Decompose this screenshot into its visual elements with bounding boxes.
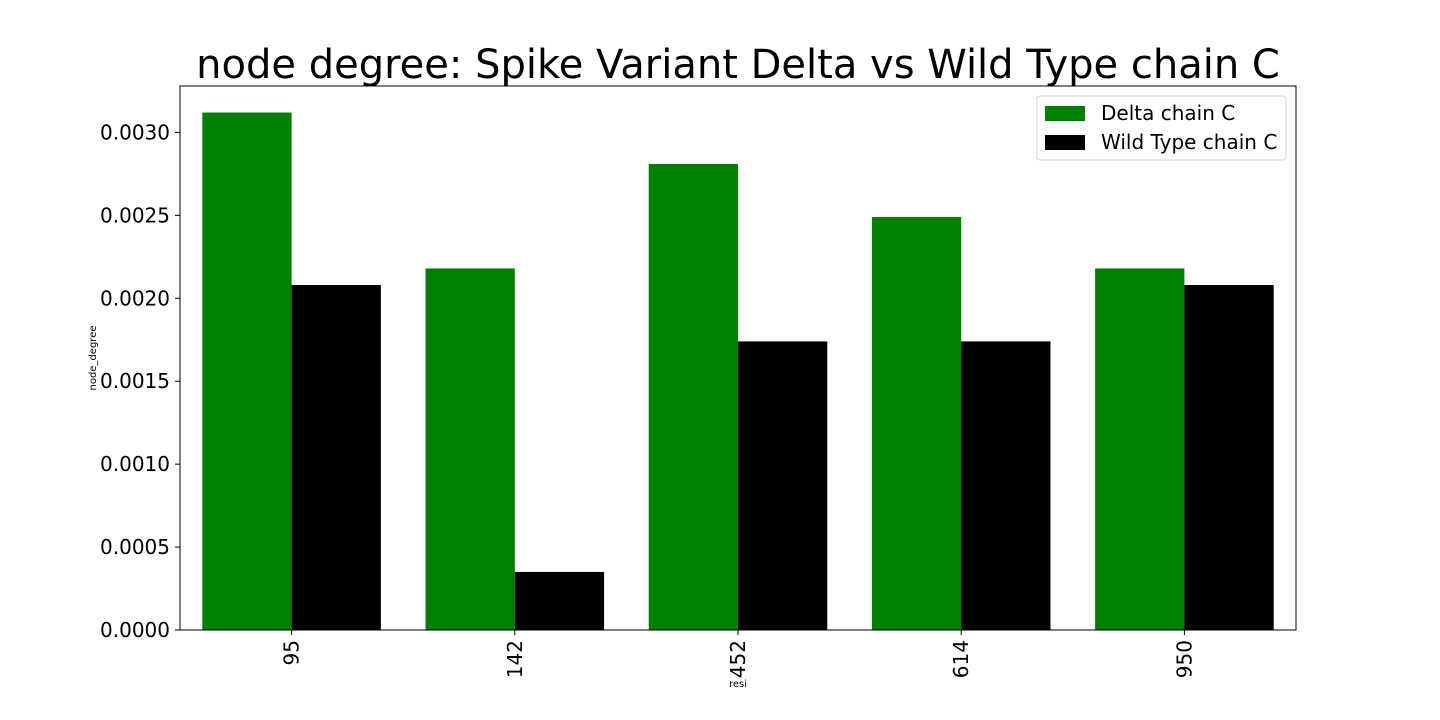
bar-wild-type-142: [514, 571, 605, 630]
legend-swatch: [1045, 106, 1085, 121]
legend-swatch: [1045, 135, 1085, 150]
bar-wild-type-452: [738, 341, 828, 630]
y-tick-label: 0.0005: [100, 535, 170, 559]
legend-label: Wild Type chain C: [1101, 130, 1277, 154]
x-tick-label: 95: [280, 640, 304, 665]
x-axis-label: resi: [729, 679, 747, 690]
legend: Delta chain C Wild Type chain C: [1036, 95, 1287, 161]
x-tick-label: 452: [726, 640, 750, 678]
legend-box: [1036, 95, 1287, 161]
bar-delta-142: [425, 268, 515, 630]
y-axis-label: node_degree: [88, 326, 99, 391]
bar-delta-950: [1095, 268, 1185, 630]
bar-wild-type-614: [961, 341, 1051, 630]
x-tick-label: 950: [1172, 640, 1196, 678]
y-tick-label: 0.0025: [100, 203, 170, 227]
y-tick-label: 0.0030: [100, 120, 170, 144]
bar-delta-452: [648, 163, 738, 630]
bar-wild-type-95: [291, 285, 381, 630]
plot-area: 0.0000 0.0005 0.0010 0.0015 0.0020 0.0025 0.00…: [100, 85, 1297, 678]
bar-delta-95: [202, 112, 292, 631]
x-tick-label: 142: [503, 640, 527, 678]
y-tick-label: 0.0015: [100, 369, 170, 393]
bar-delta-614: [871, 217, 962, 630]
x-tick-label: 614: [949, 640, 973, 678]
legend-label: Delta chain C: [1101, 101, 1235, 125]
bar-wild-type-950: [1184, 285, 1274, 630]
chart-title: node degree: Spike Variant Delta vs Wild…: [196, 42, 1280, 88]
y-tick-label: 0.0010: [100, 452, 170, 476]
y-tick-label: 0.0020: [100, 286, 170, 310]
y-tick-label: 0.0000: [100, 618, 170, 642]
